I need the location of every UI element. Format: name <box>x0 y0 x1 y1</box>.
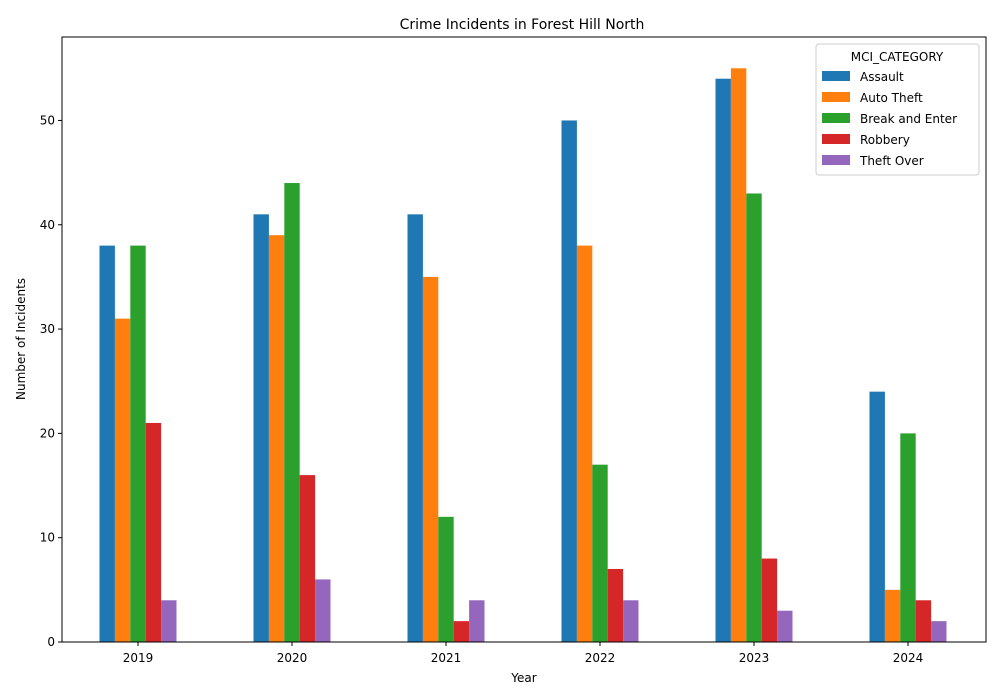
legend-swatch-auto-theft <box>822 92 850 102</box>
bar-theft-over-2021 <box>469 600 485 642</box>
x-axis: 2019 2020 2021 2022 2023 2024 <box>123 642 924 665</box>
x-tick-label: 2024 <box>893 651 924 665</box>
bar-robbery-2023 <box>761 558 778 642</box>
x-tick-label: 2019 <box>123 651 154 665</box>
legend-label-robbery: Robbery <box>860 133 910 147</box>
bar-auto-theft-2022 <box>576 245 593 642</box>
bar-robbery-2020 <box>299 475 316 642</box>
bar-robbery-2021 <box>453 621 470 642</box>
x-axis-title: Year <box>510 671 536 685</box>
bar-robbery-2019 <box>145 422 162 642</box>
legend-swatch-assault <box>822 71 850 81</box>
bar-assault-2024 <box>869 391 885 642</box>
bar-break-and-enter-2022 <box>592 464 608 642</box>
bar-assault-2019 <box>99 245 115 642</box>
bar-theft-over-2019 <box>161 600 177 642</box>
x-tick-label: 2020 <box>277 651 308 665</box>
bar-break-and-enter-2020 <box>284 183 300 642</box>
y-axis-title: Number of Incidents <box>14 278 28 400</box>
y-tick-label: 0 <box>47 635 55 649</box>
plot-frame <box>61 36 987 643</box>
bar-auto-theft-2024 <box>884 589 901 642</box>
x-tick-label: 2023 <box>739 651 770 665</box>
bar-theft-over-2022 <box>623 600 639 642</box>
bar-theft-over-2024 <box>931 621 947 642</box>
legend-label-auto-theft: Auto Theft <box>860 91 923 105</box>
legend-label-break-and-enter: Break and Enter <box>860 112 957 126</box>
legend-label-assault: Assault <box>860 70 904 84</box>
y-tick-label: 10 <box>40 531 55 545</box>
bar-auto-theft-2021 <box>422 276 439 642</box>
bar-auto-theft-2020 <box>268 235 285 642</box>
chart-title: Crime Incidents in Forest Hill North <box>400 17 645 33</box>
bar-assault-2023 <box>715 78 731 643</box>
y-tick-label: 20 <box>40 426 55 440</box>
bar-break-and-enter-2023 <box>746 193 762 642</box>
bar-assault-2021 <box>407 214 423 642</box>
legend-swatch-robbery <box>822 134 850 144</box>
legend-frame <box>815 43 980 176</box>
legend-title: MCI_CATEGORY <box>851 50 944 64</box>
bar-theft-over-2020 <box>315 579 331 642</box>
y-tick-label: 30 <box>40 322 55 336</box>
y-tick-label: 50 <box>40 113 55 127</box>
bar-theft-over-2023 <box>777 610 793 642</box>
x-tick-label: 2021 <box>431 651 462 665</box>
bar-assault-2020 <box>253 214 269 642</box>
bar-break-and-enter-2024 <box>900 433 916 642</box>
bar-auto-theft-2023 <box>730 68 747 643</box>
legend-swatch-theft-over <box>822 155 850 165</box>
legend-label-theft-over: Theft Over <box>859 154 924 168</box>
bar-assault-2022 <box>561 120 577 642</box>
bar-robbery-2022 <box>607 568 624 642</box>
x-tick-label: 2022 <box>585 651 616 665</box>
y-axis: 0 10 20 30 40 50 <box>40 113 62 649</box>
plot-area <box>61 36 987 643</box>
bar-break-and-enter-2019 <box>130 245 146 642</box>
bar-robbery-2024 <box>915 600 932 642</box>
bar-auto-theft-2019 <box>114 318 131 642</box>
legend: MCI_CATEGORY Assault Auto Theft Break and … <box>815 43 980 176</box>
legend-swatch-break-and-enter <box>822 113 850 123</box>
bar-break-and-enter-2021 <box>438 516 454 642</box>
y-tick-label: 40 <box>40 218 55 232</box>
